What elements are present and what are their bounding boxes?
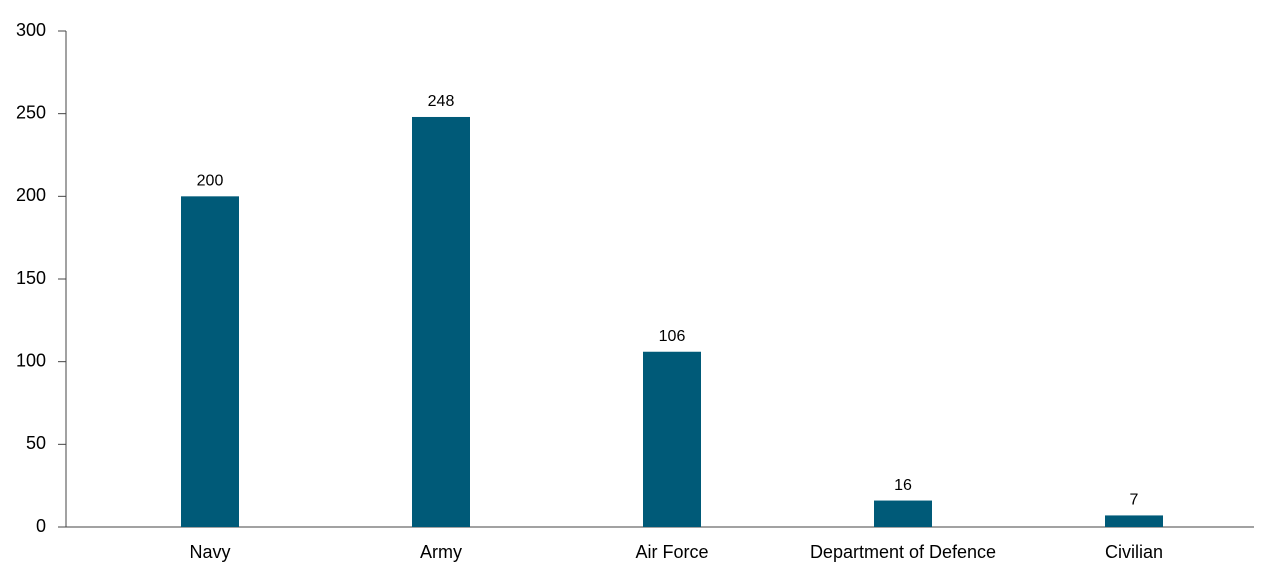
bar	[874, 500, 932, 527]
x-tick-label: Army	[420, 542, 462, 562]
bar	[1105, 515, 1163, 527]
data-label: 248	[428, 93, 455, 110]
y-tick-label: 100	[16, 350, 46, 370]
x-tick-label: Civilian	[1105, 542, 1163, 562]
bar	[181, 196, 239, 528]
data-label: 200	[197, 173, 224, 190]
data-label: 106	[659, 328, 686, 345]
y-tick-label: 300	[16, 20, 46, 40]
y-tick-label: 150	[16, 268, 46, 288]
data-label: 7	[1130, 492, 1139, 509]
data-label: 16	[894, 477, 912, 494]
x-tick-label: Department of Defence	[810, 542, 996, 562]
x-tick-label: Navy	[189, 542, 230, 562]
y-tick-label: 200	[16, 185, 46, 205]
x-tick-label: Air Force	[635, 542, 708, 562]
y-tick-label: 0	[36, 516, 46, 536]
y-tick-label: 250	[16, 102, 46, 122]
y-tick-label: 50	[26, 433, 46, 453]
bar	[643, 351, 701, 527]
bar	[412, 116, 470, 528]
